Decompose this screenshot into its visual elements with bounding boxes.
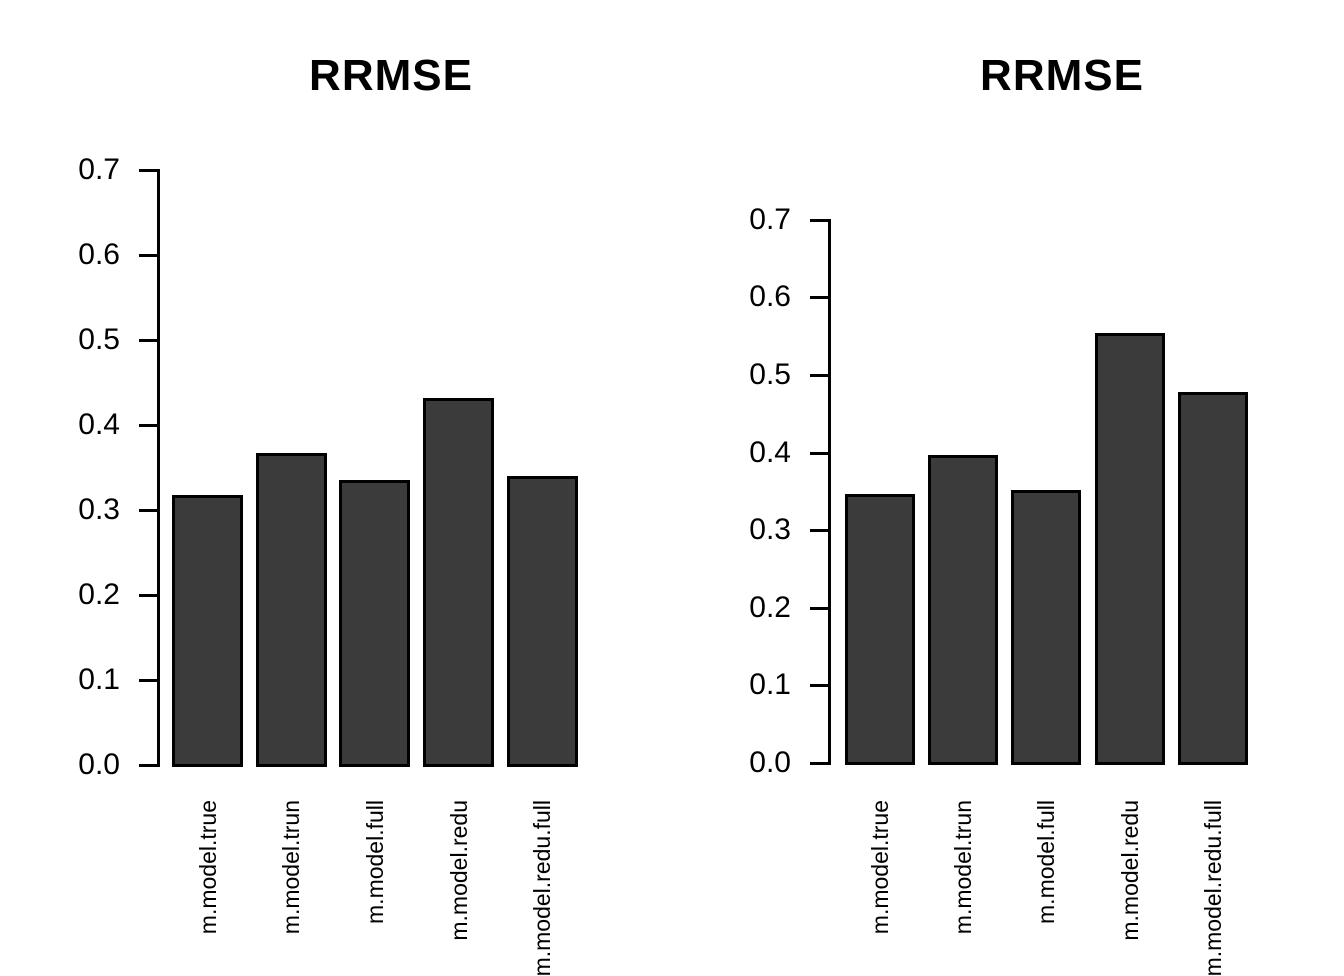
y-tick-mark — [810, 218, 828, 222]
x-category-label: m.model.redu.full — [529, 800, 555, 976]
x-category-label: m.model.redu — [446, 800, 472, 941]
y-tick-label: 0.6 — [78, 238, 120, 271]
y-tick-label: 0.2 — [78, 578, 120, 611]
y-tick-mark — [139, 424, 157, 427]
y-tick-label: 0.1 — [78, 663, 120, 696]
y-tick-mark — [139, 679, 157, 682]
chart-panel-right: RRMSE 0.0 0.1 0.2 0.3 0.4 0.5 0.6 0.7 m.model.tr… — [672, 0, 1344, 976]
y-tick-mark — [810, 762, 828, 765]
x-category-label: m.model.redu.full — [1200, 800, 1226, 976]
y-tick-mark — [139, 254, 157, 257]
y-tick-label: 0.3 — [749, 513, 791, 547]
bar-m.model.redu.full — [507, 476, 578, 767]
bar-m.model.true — [845, 494, 915, 765]
y-tick-mark — [810, 296, 828, 300]
y-tick-mark — [810, 606, 828, 610]
y-tick-label: 0.2 — [749, 590, 791, 624]
y-tick-label: 0.5 — [78, 323, 120, 356]
y-tick-mark — [139, 594, 157, 597]
y-tick-mark — [810, 529, 828, 533]
chart-title: RRMSE — [309, 51, 473, 100]
x-category-label: m.model.true — [867, 800, 893, 935]
y-tick-label: 0.6 — [749, 280, 791, 314]
x-category-label: m.model.trun — [950, 800, 976, 935]
bar-m.model.trun — [256, 453, 327, 767]
y-tick-label: 0.7 — [749, 202, 791, 236]
bar-m.model.full — [339, 480, 410, 767]
y-tick-mark — [139, 169, 157, 172]
y-tick-label: 0.0 — [749, 746, 791, 779]
y-axis-line — [157, 169, 160, 767]
bar-m.model.redu — [423, 398, 494, 767]
y-tick-label: 0.1 — [749, 668, 791, 702]
y-tick-mark — [139, 509, 157, 512]
y-tick-label: 0.0 — [78, 748, 120, 781]
y-tick-mark — [810, 374, 828, 377]
x-category-label: m.model.redu — [1117, 800, 1143, 941]
y-tick-label: 0.5 — [749, 358, 791, 391]
bar-m.model.redu — [1095, 333, 1165, 765]
y-tick-mark — [139, 339, 157, 342]
y-tick-label: 0.3 — [78, 493, 120, 526]
chart-title: RRMSE — [980, 51, 1144, 100]
x-category-label: m.model.full — [1033, 800, 1059, 924]
y-tick-mark — [810, 451, 828, 455]
bar-m.model.trun — [928, 455, 998, 765]
chart-panel-left: RRMSE 0.0 0.1 0.2 0.3 0.4 0.5 0.6 0.7 m.model.tr… — [0, 0, 672, 976]
bar-m.model.true — [172, 495, 243, 767]
y-tick-label: 0.4 — [78, 408, 120, 441]
x-category-label: m.model.true — [195, 800, 221, 935]
bar-m.model.full — [1011, 490, 1081, 765]
bar-m.model.redu.full — [1178, 392, 1248, 765]
y-tick-label: 0.7 — [78, 153, 120, 186]
y-tick-mark — [139, 764, 157, 767]
y-axis-line — [828, 218, 831, 765]
y-tick-mark — [810, 684, 828, 688]
x-category-label: m.model.full — [362, 800, 388, 924]
x-category-label: m.model.trun — [278, 800, 304, 935]
y-tick-label: 0.4 — [749, 435, 791, 469]
